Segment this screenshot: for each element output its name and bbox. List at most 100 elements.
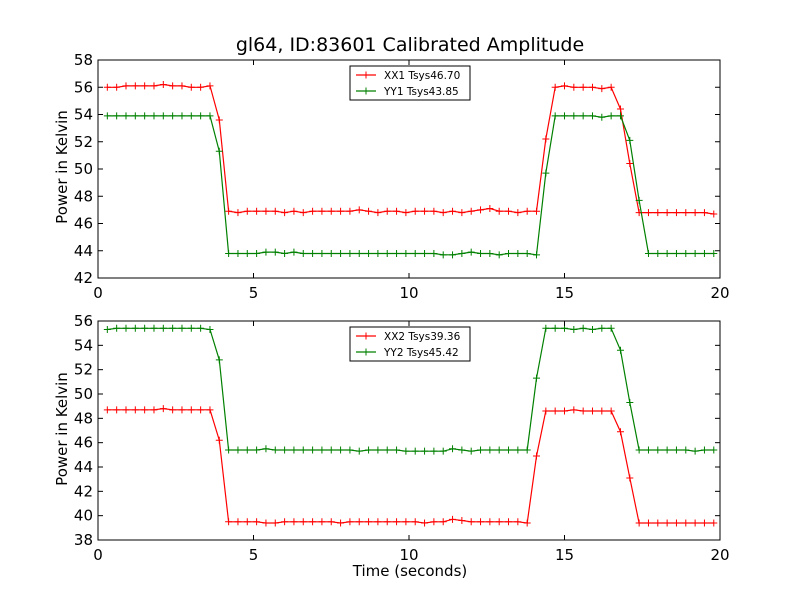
data-point-marker [103,326,111,334]
data-point-marker [635,196,643,204]
data-point-marker [131,406,139,414]
y-tick-label: 46 [74,215,93,233]
data-point-marker [663,519,671,527]
data-point-marker [122,112,130,120]
data-point-marker [542,407,550,415]
data-point-marker [663,446,671,454]
data-point-marker [635,519,643,527]
data-point-marker [551,112,559,120]
data-point-marker [691,519,699,527]
y-tick-label: 40 [74,507,93,525]
data-point-marker [187,324,195,332]
data-point-marker [383,207,391,215]
data-point-marker [467,447,475,455]
data-point-marker [467,518,475,526]
y-tick-label: 54 [74,106,93,124]
data-point-marker [495,518,503,526]
data-point-marker [402,249,410,257]
y-tick-label: 46 [74,434,93,452]
data-point-marker [449,251,457,259]
data-point-marker [505,446,513,454]
data-point-marker [215,116,223,124]
data-point-marker [598,113,606,121]
data-point-marker [551,407,559,415]
data-point-marker [682,519,690,527]
data-point-marker [477,249,485,257]
data-point-marker [393,207,401,215]
data-point-marker [253,249,261,257]
data-point-marker [141,112,149,120]
data-point-marker [225,249,233,257]
data-point-marker [243,446,251,454]
x-tick-label: 20 [710,284,729,302]
data-point-marker [103,112,111,120]
data-point-marker [365,249,373,257]
data-point-marker [402,447,410,455]
data-point-marker [579,83,587,91]
data-point-marker [141,324,149,332]
data-point-marker [225,207,233,215]
data-point-marker [234,249,242,257]
data-point-marker [131,112,139,120]
data-point-marker [486,249,494,257]
data-point-marker [421,519,429,527]
data-point-marker [430,518,438,526]
data-point-marker [579,407,587,415]
data-point-marker [598,407,606,415]
data-point-marker [616,112,624,120]
data-point-marker [113,112,121,120]
data-point-marker [383,249,391,257]
data-point-marker [159,81,167,89]
data-point-marker [439,251,447,259]
data-point-marker [588,326,596,334]
data-point-marker [421,249,429,257]
data-point-marker [299,518,307,526]
data-point-marker [262,445,270,453]
data-point-marker [421,447,429,455]
data-point-marker [439,518,447,526]
y-tick-label: 38 [74,531,93,549]
data-point-marker [467,207,475,215]
data-point-marker [318,518,326,526]
data-point-marker [430,447,438,455]
x-tick-label: 10 [399,284,418,302]
data-point-marker [215,147,223,155]
data-point-marker [262,207,270,215]
data-point-marker [607,83,615,91]
data-point-marker [588,407,596,415]
data-point-marker [411,207,419,215]
data-point-marker [141,82,149,90]
data-point-marker [607,324,615,332]
data-point-marker [393,446,401,454]
data-point-marker [477,446,485,454]
data-point-marker [542,169,550,177]
data-point-marker [393,249,401,257]
data-point-marker [672,209,680,217]
data-point-marker [346,249,354,257]
data-point-marker [271,207,279,215]
data-point-marker [495,251,503,259]
data-point-marker [215,356,223,364]
data-point-marker [122,82,130,90]
data-point-marker [514,518,522,526]
data-point-marker [486,446,494,454]
data-point-marker [654,519,662,527]
data-point-marker [551,324,559,332]
data-point-marker [626,136,634,144]
x-tick-label: 15 [555,546,574,564]
data-point-marker [616,105,624,113]
data-point-marker [402,518,410,526]
data-point-marker [159,112,167,120]
data-point-marker [309,446,317,454]
data-point-marker [533,251,541,259]
data-point-marker [169,406,177,414]
data-point-marker [178,324,186,332]
data-point-marker [365,207,373,215]
data-point-marker [206,406,214,414]
data-point-marker [439,447,447,455]
data-point-marker [178,82,186,90]
y-tick-label: 52 [74,133,93,151]
data-point-marker [626,160,634,168]
y-tick-label: 50 [74,385,93,403]
data-point-marker [579,324,587,332]
